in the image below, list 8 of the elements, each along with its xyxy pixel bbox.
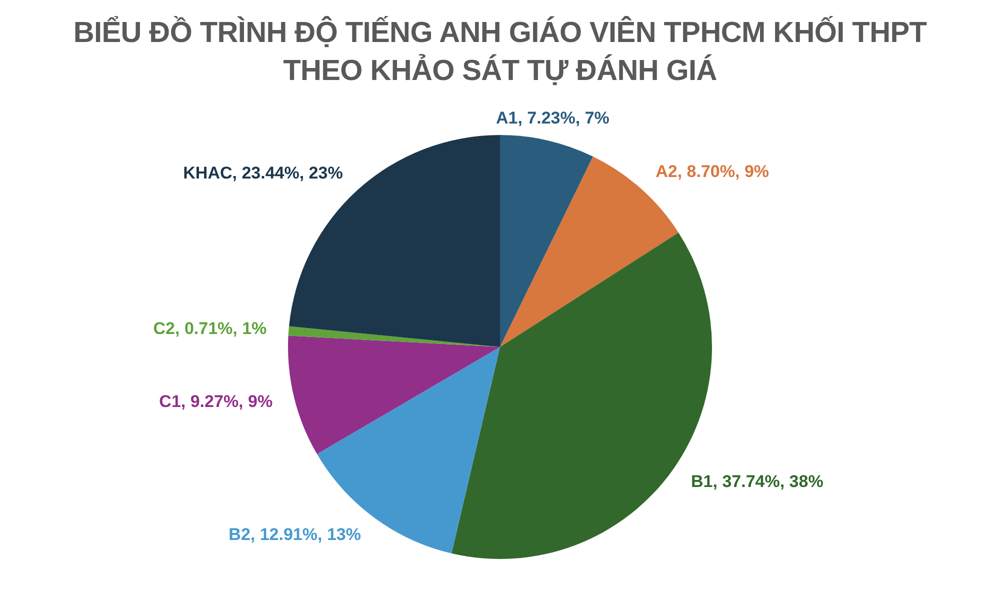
slice-label: A1, 7.23%, 7% bbox=[496, 108, 610, 128]
chart-title: BIỂU ĐỒ TRÌNH ĐỘ TIẾNG ANH GIÁO VIÊN TPHCM KHỐI THPT THEO KHẢO SÁT TỰ ĐÁNH GIÁ bbox=[72, 15, 928, 89]
slice-label: A2, 8.70%, 9% bbox=[656, 162, 770, 181]
slice-label: B2, 12.91%, 13% bbox=[228, 524, 361, 544]
slice-label: KHAC, 23.44%, 23% bbox=[183, 163, 343, 182]
slice-label: C1, 9.27%, 9% bbox=[159, 392, 273, 411]
slice-label: C2, 0.71%, 1% bbox=[153, 318, 267, 338]
slice-label: B1, 37.74%, 38% bbox=[691, 472, 824, 491]
